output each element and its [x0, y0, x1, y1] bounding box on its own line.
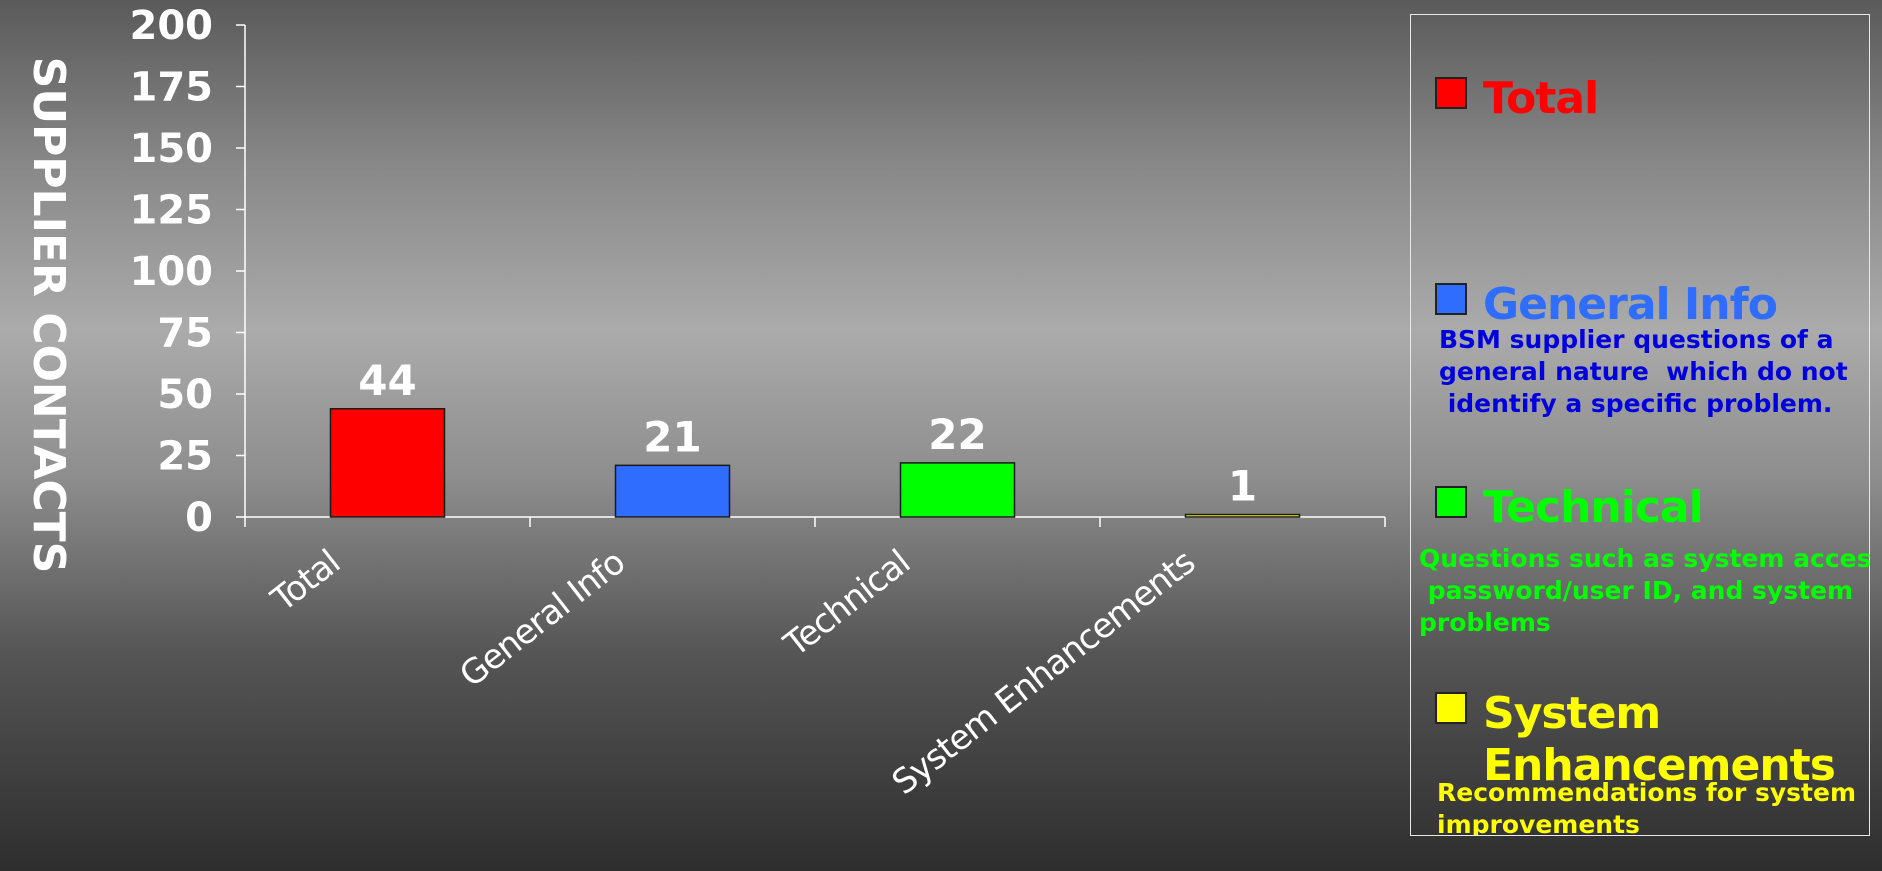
bars [329, 408, 1301, 518]
bar [899, 462, 1016, 518]
x-tick-label: Total [263, 543, 347, 621]
legend-description-technical: Questions such as system access, passwor… [1419, 544, 1870, 637]
legend-label-general-info: General Info [1483, 279, 1778, 330]
y-tick-label: 100 [130, 249, 214, 295]
y-tick-label: 0 [185, 495, 213, 541]
y-axis: 0 25 50 75 100 125 150 175 200 [130, 3, 246, 541]
data-label: 22 [928, 410, 986, 459]
legend-description-general-info: BSM supplier questions of a general natu… [1439, 325, 1848, 418]
legend-swatch-total [1435, 77, 1467, 109]
y-tick-label: 200 [130, 3, 214, 49]
bar [1184, 513, 1301, 518]
legend-description-system-enhancements: Recommendations for system improvements [1437, 778, 1856, 836]
legend-label-line1: System [1483, 688, 1661, 739]
x-tick-label: General Info [452, 543, 632, 696]
data-labels: 44 21 22 1 [358, 356, 1257, 511]
x-tick-label: System Enhancements [885, 542, 1203, 803]
legend-swatch-technical [1435, 486, 1467, 518]
bar [329, 408, 446, 518]
y-axis-title: SUPPLIER CONTACTS [23, 57, 74, 574]
legend-item-general-info: General Info [1435, 279, 1778, 331]
bar-chart: 0 25 50 75 100 125 150 175 200 44 21 22 1 Total Gene… [23, 3, 1386, 803]
legend-label-system-enhancements: System Enhancements [1483, 688, 1836, 792]
legend-item-system-enhancements: System Enhancements [1435, 688, 1836, 792]
legend-item-total: Total [1435, 73, 1599, 125]
bar [614, 464, 731, 518]
data-label: 1 [1228, 462, 1257, 511]
legend-item-technical: Technical [1435, 482, 1704, 534]
x-tick-label: Technical [776, 543, 917, 666]
data-label: 44 [358, 356, 416, 405]
y-tick-label: 50 [157, 372, 213, 418]
legend-label-total: Total [1483, 73, 1599, 124]
x-axis [244, 516, 1386, 527]
y-tick-label: 75 [157, 311, 213, 357]
legend-swatch-general-info [1435, 283, 1467, 315]
y-tick-label: 150 [130, 126, 214, 172]
legend-label-technical: Technical [1483, 482, 1704, 533]
data-label: 21 [643, 412, 701, 461]
y-tick-label: 125 [130, 188, 214, 234]
legend-label-line2: Enhancements [1483, 740, 1836, 791]
y-tick-label: 25 [157, 434, 213, 480]
legend: Total General Info BSM supplier question… [1410, 14, 1870, 836]
legend-swatch-system-enhancements [1435, 692, 1467, 724]
y-tick-label: 175 [130, 65, 214, 111]
